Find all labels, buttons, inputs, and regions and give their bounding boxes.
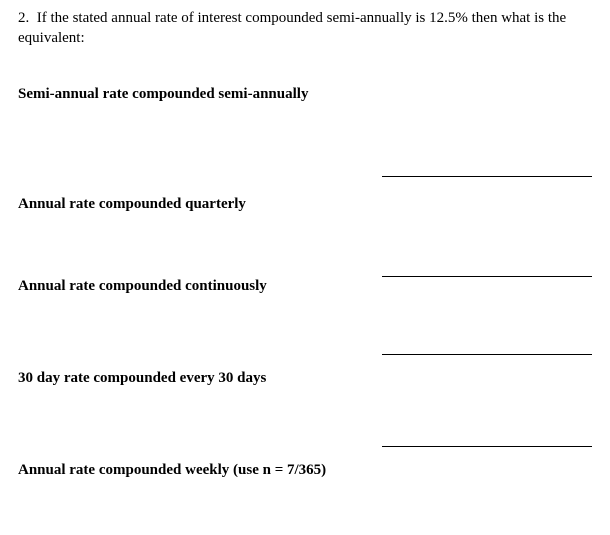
- subpart-label: Annual rate compounded quarterly: [18, 195, 592, 215]
- subpart-block: Annual rate compounded continuously: [18, 277, 592, 369]
- answer-blank-line: [382, 354, 592, 355]
- question-text: If the stated annual rate of interest co…: [18, 10, 566, 46]
- question-stem: 2. If the stated annual rate of interest…: [18, 8, 592, 49]
- question-number: 2.: [18, 10, 29, 26]
- subpart-label: Annual rate compounded weekly (use n = 7…: [18, 461, 592, 481]
- answer-blank-line: [382, 176, 592, 177]
- subpart-label: Semi-annual rate compounded semi-annuall…: [18, 85, 592, 105]
- subpart-block: 30 day rate compounded every 30 days: [18, 369, 592, 461]
- subpart-label: 30 day rate compounded every 30 days: [18, 369, 592, 389]
- subpart-block: Annual rate compounded quarterly: [18, 195, 592, 277]
- subparts-container: Semi-annual rate compounded semi-annuall…: [18, 85, 592, 491]
- subpart-label: Annual rate compounded continuously: [18, 277, 592, 297]
- subpart-block: Semi-annual rate compounded semi-annuall…: [18, 85, 592, 195]
- subpart-block: Annual rate compounded weekly (use n = 7…: [18, 461, 592, 491]
- answer-blank-line: [382, 446, 592, 447]
- worksheet-page: 2. If the stated annual rate of interest…: [0, 0, 610, 491]
